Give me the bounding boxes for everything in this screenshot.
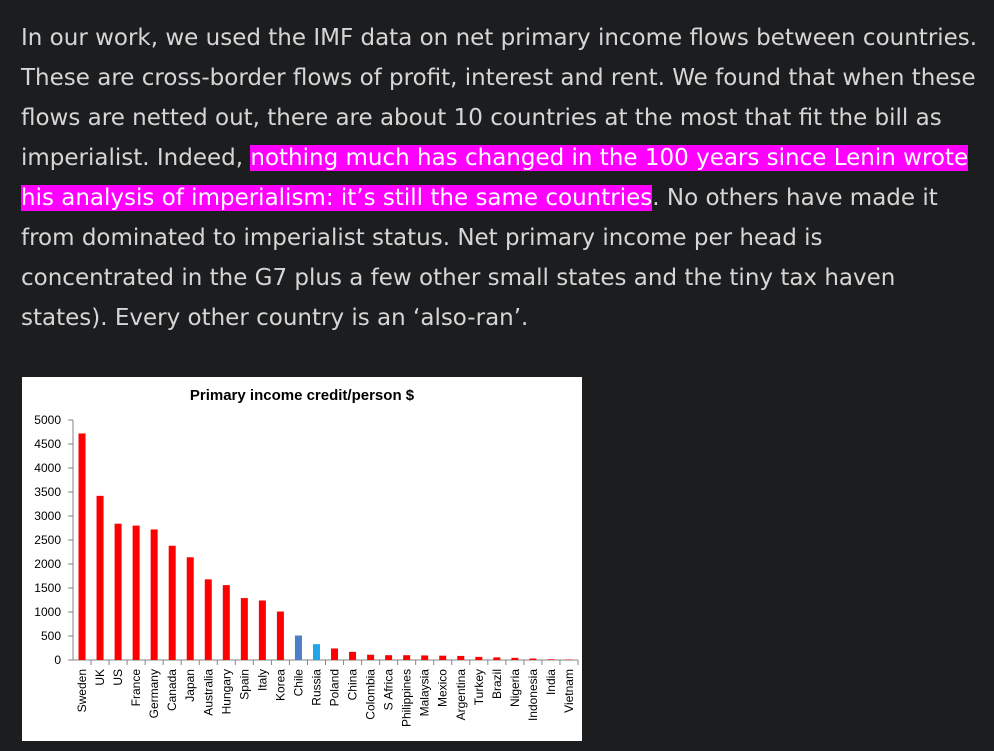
bar-korea bbox=[276, 611, 284, 660]
bar-china bbox=[349, 651, 357, 660]
chart-title: Primary income credit/person $ bbox=[190, 387, 415, 404]
x-tick-label: Indonesia bbox=[526, 669, 540, 721]
bar-argentina bbox=[457, 655, 465, 660]
x-tick-label: S Africa bbox=[382, 669, 396, 711]
x-tick-label: Hungary bbox=[219, 669, 233, 714]
x-tick-label: Korea bbox=[273, 669, 287, 701]
bar-australia bbox=[204, 579, 212, 660]
x-tick-label: Nigeria bbox=[508, 669, 522, 707]
paragraph-text-after: . No others have made it from dominated … bbox=[21, 185, 938, 331]
x-tick-label: Brazil bbox=[490, 669, 504, 699]
x-tick-label: Canada bbox=[165, 669, 179, 711]
x-tick-label: Sweden bbox=[75, 669, 89, 712]
x-tick-label: Mexico bbox=[436, 669, 450, 707]
x-tick-label: Japan bbox=[183, 669, 197, 702]
article-paragraph: In our work, we used the IMF data on net… bbox=[21, 18, 981, 338]
x-tick-label: China bbox=[346, 669, 360, 701]
y-axis-ticks: 0 500 1000 1500 2000 2500 3000 3500 4000 4500 5000 bbox=[34, 413, 73, 667]
bar-us bbox=[114, 523, 122, 660]
y-tick-label: 4500 bbox=[34, 437, 61, 451]
x-tick-label: Chile bbox=[291, 669, 305, 697]
x-tick-label: Australia bbox=[201, 669, 215, 716]
chart-image: Primary income credit/person $ 0 500 1000 1… bbox=[22, 377, 582, 741]
bars bbox=[78, 433, 573, 661]
y-tick-label: 1500 bbox=[34, 581, 61, 595]
bar-chile bbox=[294, 635, 302, 660]
bar-brazil bbox=[493, 657, 501, 660]
bar-hungary bbox=[222, 585, 230, 660]
bar-indonesia bbox=[529, 658, 537, 660]
x-tick-label: Colombia bbox=[364, 669, 378, 720]
x-tick-label: Germany bbox=[147, 669, 161, 718]
bar-germany bbox=[150, 529, 158, 660]
bar-russia bbox=[312, 644, 320, 660]
bar-canada bbox=[168, 545, 176, 660]
y-tick-label: 3000 bbox=[34, 509, 61, 523]
x-tick-label: Russia bbox=[309, 669, 323, 706]
x-tick-label: US bbox=[111, 669, 125, 686]
article-body: In our work, we used the IMF data on net… bbox=[21, 18, 981, 338]
paragraph-text-before: In our work, we used the IMF data on net… bbox=[21, 25, 978, 171]
bar-india bbox=[547, 659, 555, 660]
y-tick-label: 0 bbox=[54, 653, 61, 667]
bar-japan bbox=[186, 557, 194, 660]
y-tick-label: 4000 bbox=[34, 461, 61, 475]
bar-philippines bbox=[403, 655, 411, 660]
bar-vietnam bbox=[565, 659, 573, 661]
bar-spain bbox=[240, 598, 248, 660]
bar-s-africa bbox=[385, 655, 393, 660]
y-tick-label: 1000 bbox=[34, 605, 61, 619]
y-tick-label: 2500 bbox=[34, 533, 61, 547]
bar-nigeria bbox=[511, 657, 519, 660]
y-tick-label: 5000 bbox=[34, 413, 61, 427]
x-tick-label: Malaysia bbox=[418, 669, 432, 717]
x-tick-label: Turkey bbox=[472, 669, 486, 705]
bar-turkey bbox=[475, 656, 483, 660]
x-tick-label: India bbox=[544, 669, 558, 695]
bar-france bbox=[132, 525, 140, 660]
x-tick-label: Poland bbox=[328, 669, 342, 706]
bar-chart: Primary income credit/person $ 0 500 1000 1… bbox=[34, 387, 579, 727]
x-tick-label: Spain bbox=[237, 669, 251, 700]
bar-italy bbox=[258, 600, 266, 660]
bar-uk bbox=[96, 495, 104, 660]
bar-poland bbox=[331, 648, 339, 660]
x-tick-label: France bbox=[129, 669, 143, 707]
x-tick-label: Italy bbox=[255, 669, 269, 691]
x-tick-label: Argentina bbox=[454, 669, 468, 721]
bar-colombia bbox=[367, 654, 375, 660]
y-tick-label: 500 bbox=[41, 629, 61, 643]
x-axis-labels: Sweden UK US France Germany Canada Japan Austra… bbox=[75, 660, 579, 727]
x-tick-label: UK bbox=[93, 669, 107, 686]
x-tick-label: Vietnam bbox=[562, 669, 576, 713]
bar-sweden bbox=[78, 433, 86, 660]
x-tick-label: Philippines bbox=[400, 669, 414, 727]
y-tick-label: 2000 bbox=[34, 557, 61, 571]
y-tick-label: 3500 bbox=[34, 485, 61, 499]
bar-malaysia bbox=[421, 655, 429, 660]
bar-mexico bbox=[439, 655, 447, 660]
